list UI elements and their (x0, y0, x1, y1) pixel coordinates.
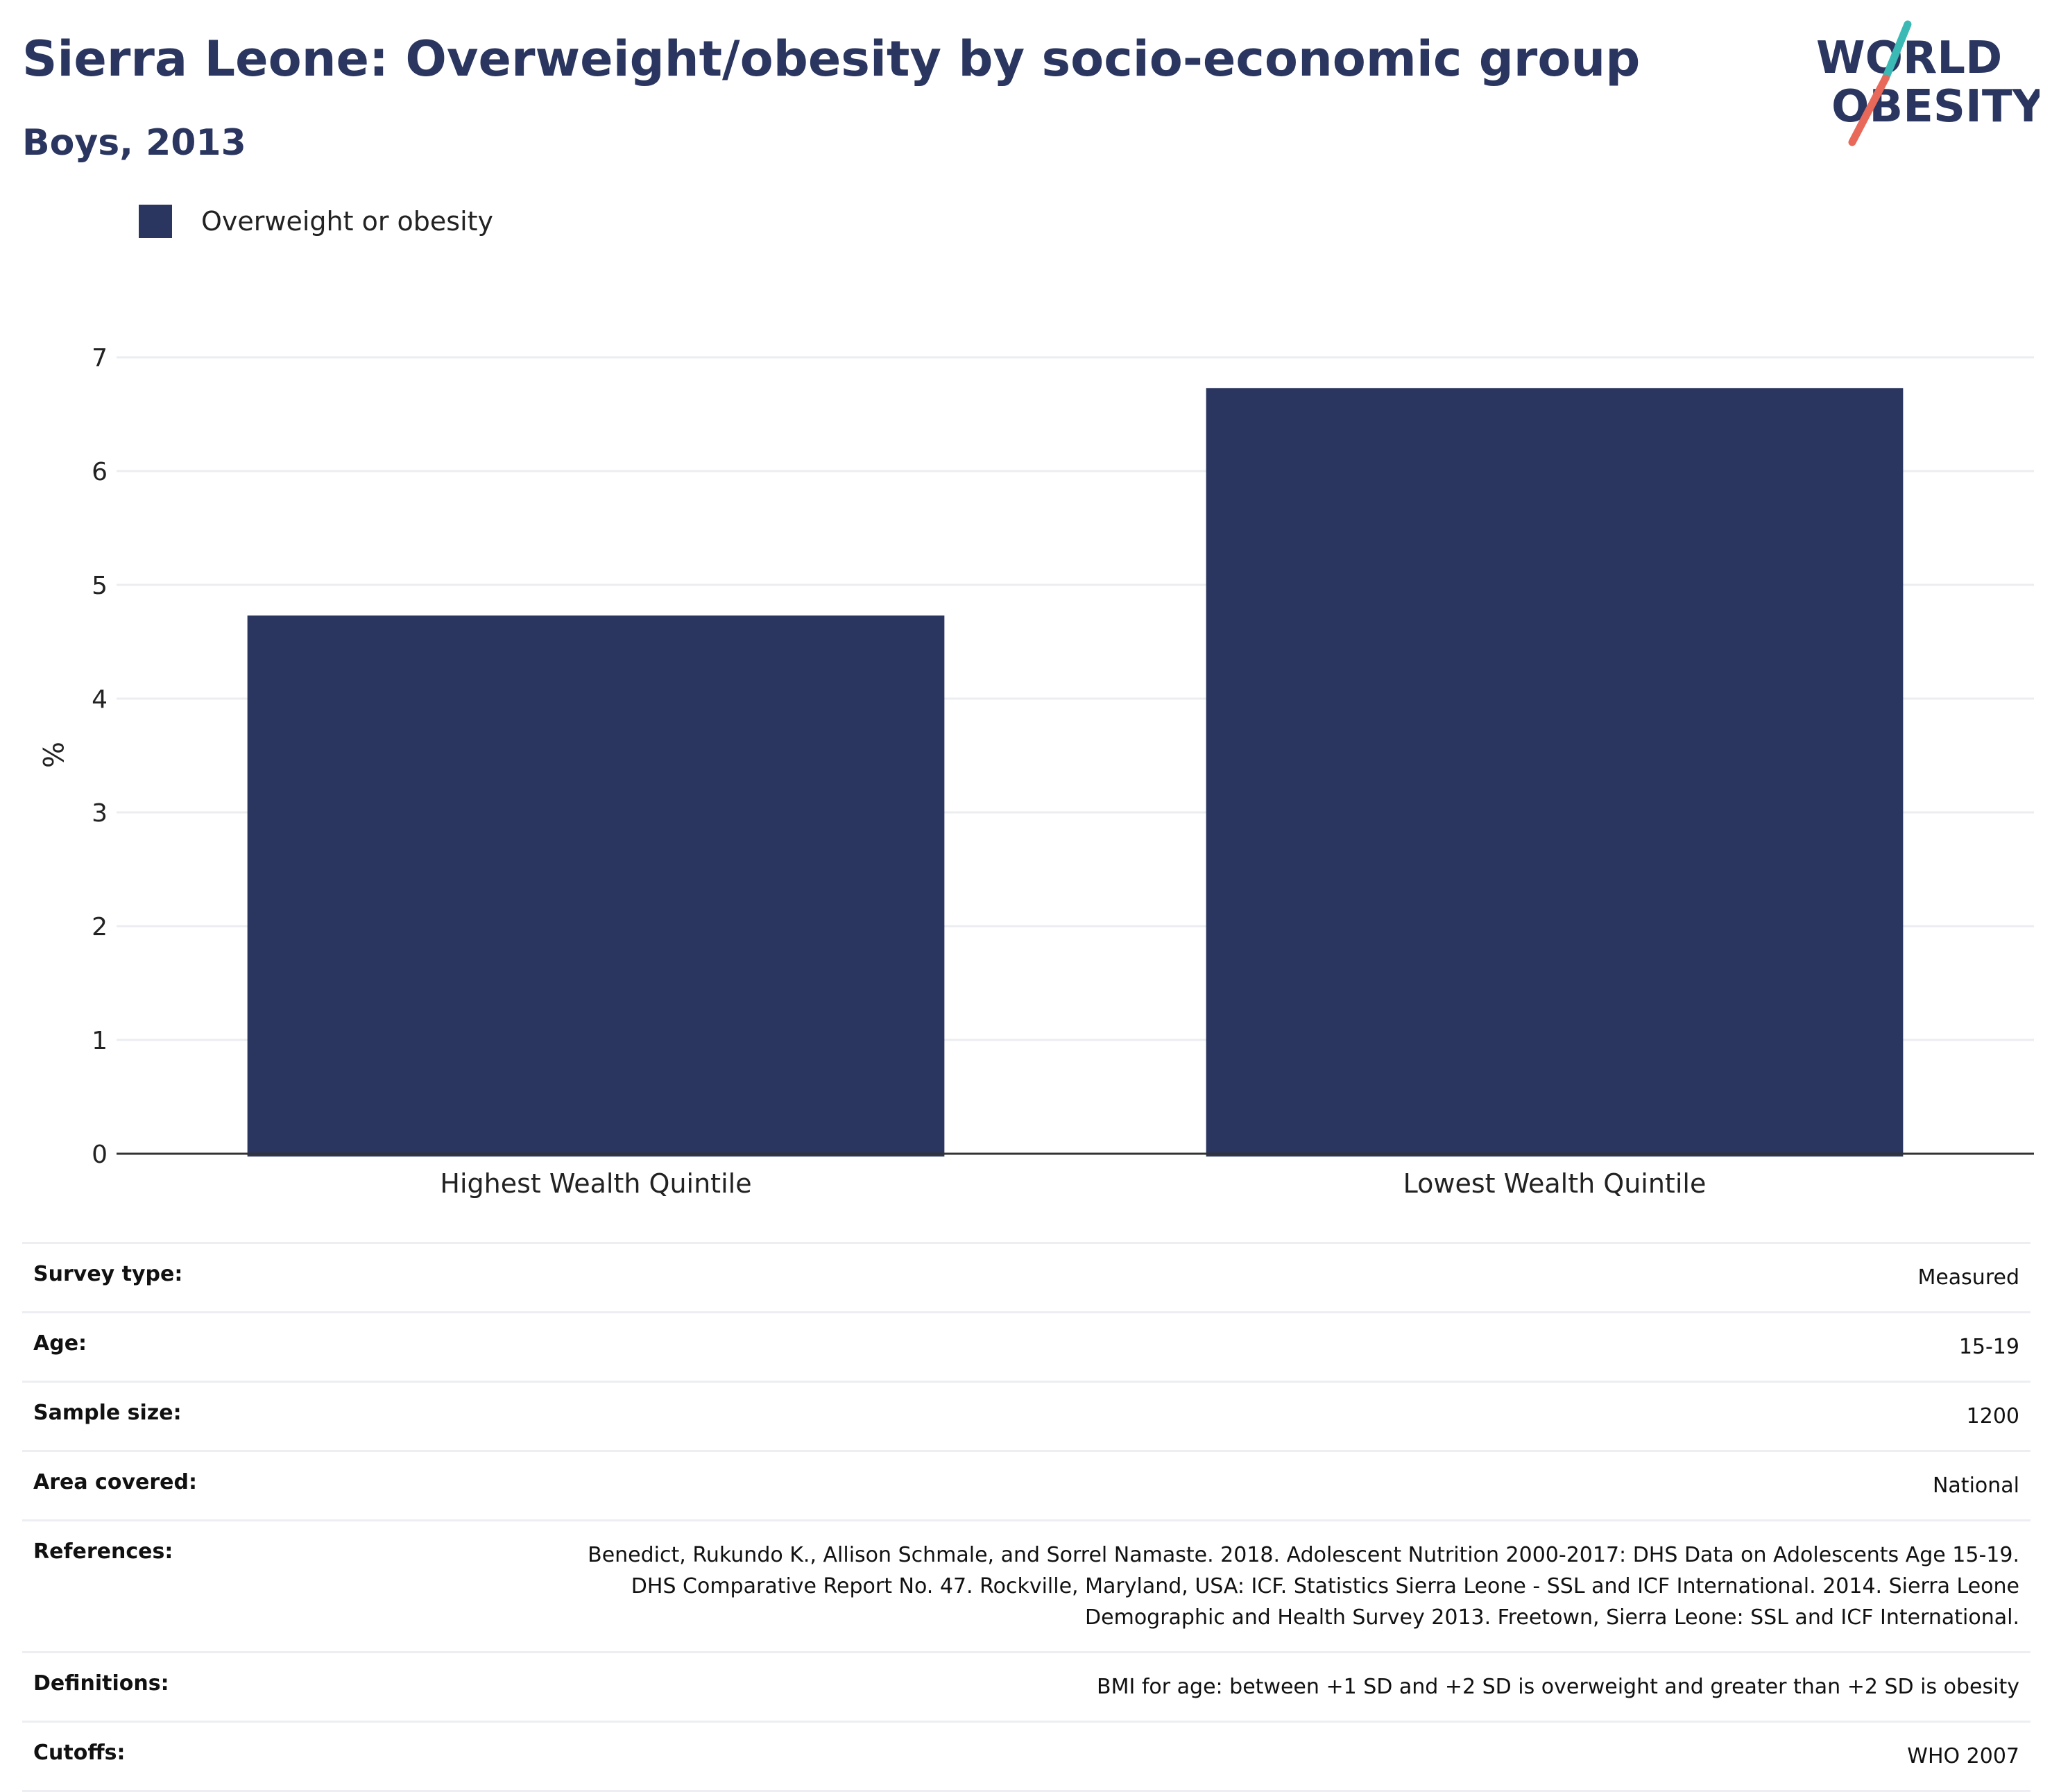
info-row-age: Age: 15-19 (22, 1311, 2030, 1381)
world-obesity-logo: WORLD OBESITY (1816, 20, 2040, 146)
info-value: 15-19 (1958, 1335, 2019, 1359)
y-tick-label: 2 (92, 913, 108, 941)
info-label: Sample size: (33, 1401, 182, 1425)
chart-subtitle: Boys, 2013 (22, 122, 246, 164)
info-value: BMI for age: between +1 SD and +2 SD is … (1097, 1675, 2019, 1699)
chart-legend: Overweight or obesity (139, 205, 493, 238)
y-tick-label: 3 (92, 799, 108, 828)
info-label: Survey type: (33, 1262, 183, 1286)
logo-slash-coral (1848, 74, 1890, 146)
info-value: National (1932, 1474, 2019, 1498)
info-label: References: (33, 1539, 173, 1564)
y-tick-label: 0 (92, 1141, 108, 1169)
info-value: 1200 (1966, 1404, 2019, 1428)
info-label: Age: (33, 1331, 87, 1356)
y-tick-label: 6 (92, 458, 108, 486)
y-tick-label: 7 (92, 344, 108, 373)
legend-swatch (139, 205, 172, 238)
info-row-references: References: Benedict, Rukundo K., Alliso… (22, 1519, 2030, 1651)
chart-title: Sierra Leone: Overweight/obesity by soci… (22, 31, 1641, 87)
survey-info-table: Survey type: Measured Age: 15-19 Sample … (22, 1242, 2030, 1792)
info-row-survey-type: Survey type: Measured (22, 1242, 2030, 1311)
x-tick-label: Lowest Wealth Quintile (1403, 1168, 1707, 1199)
logo-slash-teal (1881, 20, 1912, 83)
axes: 0 1 2 3 4 5 6 7 Highest Wealth Quintile Lowest We… (92, 344, 2034, 1199)
y-tick-label: 4 (92, 685, 108, 714)
info-value: WHO 2007 (1907, 1744, 2019, 1768)
bar-chart: 0 1 2 3 4 5 6 7 Highest Wealth Quintile Lowest We… (36, 344, 2034, 1199)
bar (1206, 388, 1904, 1157)
info-value: Benedict, Rukundo K., Allison Schmale, a… (588, 1543, 2019, 1630)
legend-label: Overweight or obesity (201, 206, 494, 237)
info-label: Definitions: (33, 1671, 169, 1696)
info-row-definitions: Definitions: BMI for age: between +1 SD … (22, 1651, 2030, 1721)
bars (247, 388, 1904, 1157)
info-value: Measured (1917, 1265, 2019, 1290)
bar (247, 615, 945, 1157)
info-label: Area covered: (33, 1470, 197, 1494)
logo-line2: OBESITY (1831, 81, 2040, 133)
x-tick-label: Highest Wealth Quintile (440, 1168, 751, 1199)
info-row-area-covered: Area covered: National (22, 1450, 2030, 1519)
y-axis-title: % (36, 742, 68, 768)
y-tick-label: 1 (92, 1027, 108, 1055)
info-row-cutoffs: Cutoffs: WHO 2007 (22, 1721, 2030, 1792)
info-row-sample-size: Sample size: 1200 (22, 1381, 2030, 1450)
y-tick-label: 5 (92, 572, 108, 600)
logo-line1: WORLD (1816, 33, 2002, 84)
info-label: Cutoffs: (33, 1741, 126, 1765)
